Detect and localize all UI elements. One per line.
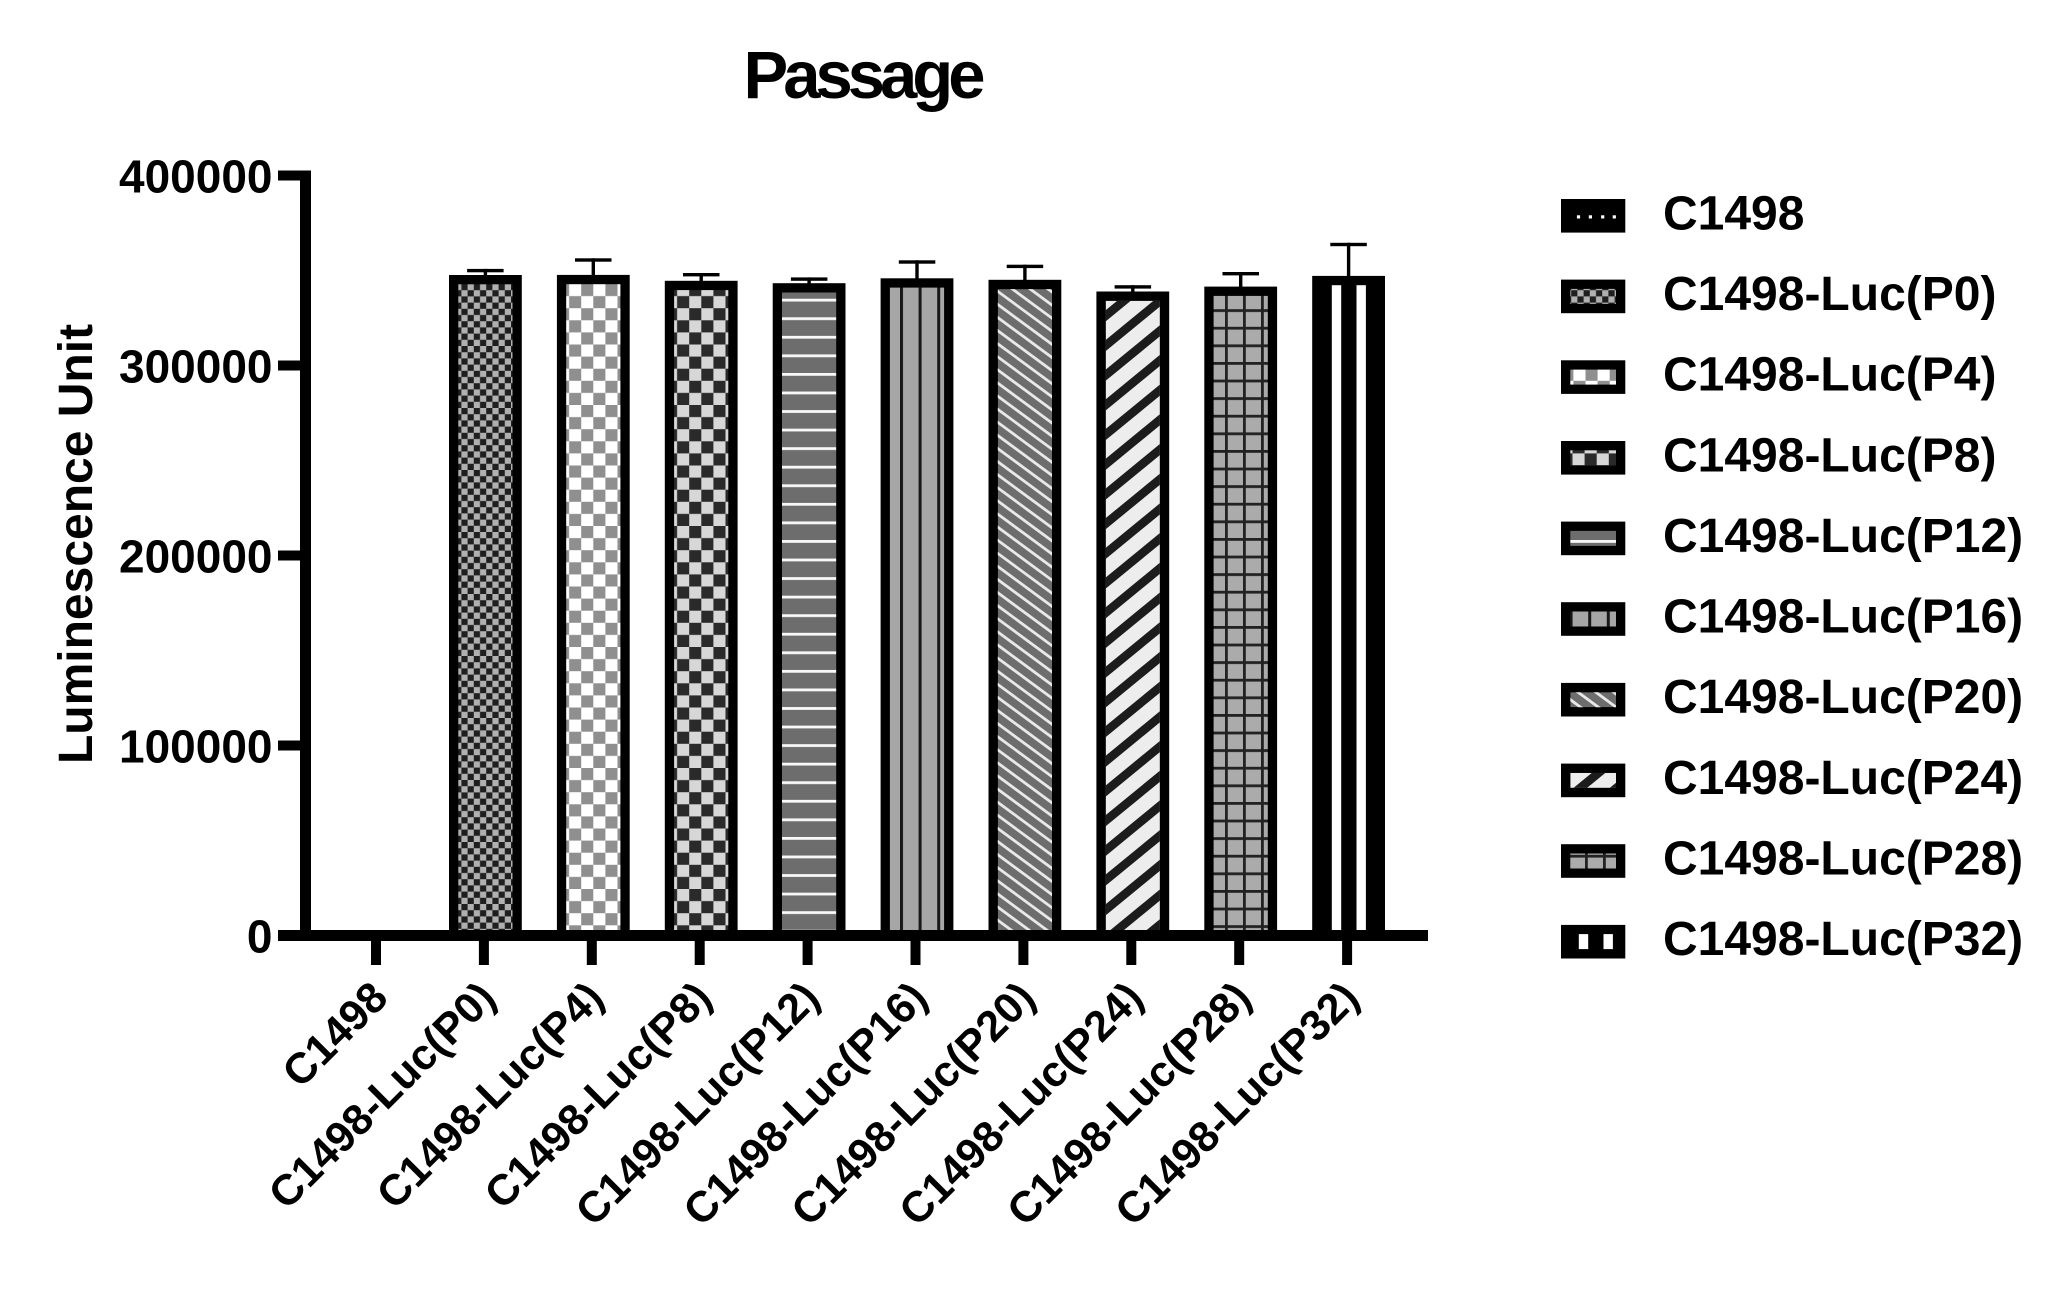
svg-text:C1498-Luc(P4): C1498-Luc(P4) [1663,349,1996,402]
svg-text:400000: 400000 [119,151,273,203]
svg-text:100000: 100000 [119,721,273,773]
svg-text:C1498: C1498 [1663,187,1804,240]
svg-text:200000: 200000 [119,531,273,583]
svg-text:C1498-Luc(P24): C1498-Luc(P24) [1663,752,2023,805]
svg-text:C1498-Luc(P8): C1498-Luc(P8) [1663,429,1996,482]
svg-text:C1498-Luc(P20): C1498-Luc(P20) [1663,671,2023,724]
svg-text:C1498-Luc(P0): C1498-Luc(P0) [1663,268,1996,321]
svg-text:C1498-Luc(P16): C1498-Luc(P16) [1663,591,2023,644]
svg-text:Passage: Passage [744,38,984,113]
svg-text:300000: 300000 [119,341,273,393]
svg-text:Luminescence Unit: Luminescence Unit [50,324,103,764]
svg-text:0: 0 [247,911,273,963]
svg-text:C1498-Luc(P28): C1498-Luc(P28) [1663,833,2023,886]
svg-text:C1498-Luc(P12): C1498-Luc(P12) [1663,510,2023,563]
svg-text:C1498-Luc(P32): C1498-Luc(P32) [1663,913,2023,966]
